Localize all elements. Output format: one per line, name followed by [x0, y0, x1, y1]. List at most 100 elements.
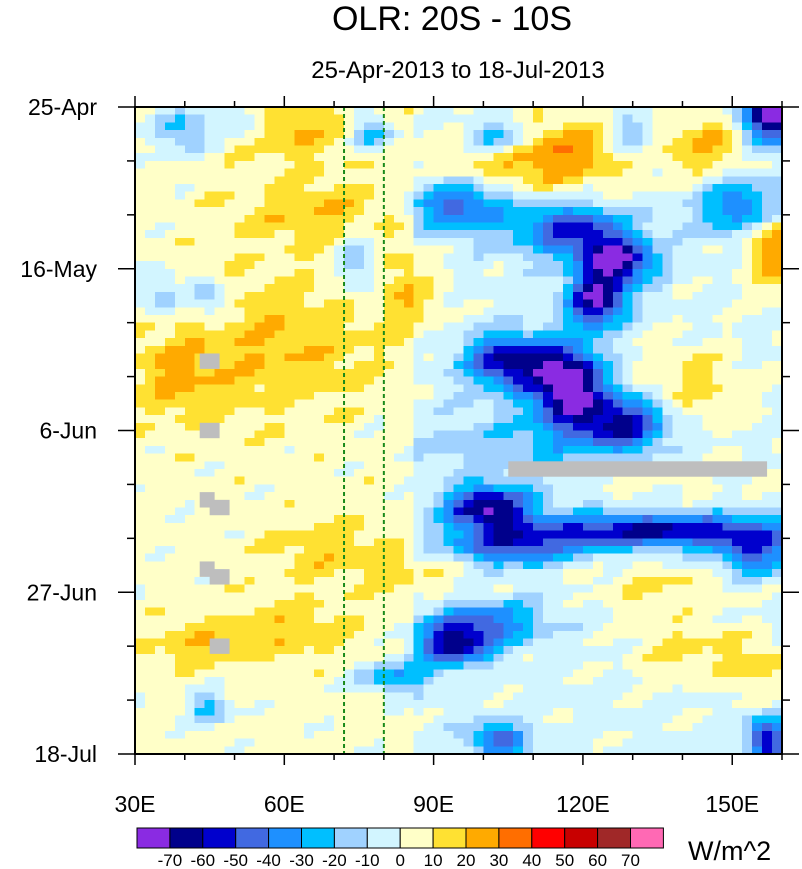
contour-cell [393, 307, 405, 316]
contour-cell [284, 399, 295, 408]
contour-cell [473, 538, 484, 547]
contour-cell [393, 538, 405, 547]
contour-field [135, 107, 783, 755]
contour-cell [174, 399, 186, 408]
contour-cell [433, 553, 445, 562]
contour-cell [254, 415, 265, 424]
contour-cell [314, 199, 325, 208]
contour-cell [493, 600, 504, 609]
contour-cell [423, 276, 435, 285]
contour-cell [523, 538, 534, 547]
contour-cell [164, 160, 176, 170]
contour-cell [174, 384, 186, 393]
contour-cell [523, 515, 534, 524]
contour-cell [533, 430, 544, 439]
contour-cell [294, 445, 305, 455]
contour-cell [672, 392, 684, 401]
contour-cell [145, 184, 156, 193]
contour-cell [344, 422, 355, 432]
contour-cell [184, 245, 196, 254]
contour-cell [473, 507, 484, 516]
contour-cell [533, 137, 544, 147]
contour-cell [413, 338, 425, 347]
contour-cell [135, 237, 146, 247]
contour-cell [354, 191, 365, 200]
contour-cell [582, 445, 594, 455]
contour-cell [174, 607, 186, 616]
contour-cell [234, 368, 246, 378]
contour-cell [582, 207, 594, 216]
contour-cell [722, 484, 733, 493]
contour-cell [652, 145, 664, 154]
contour-cell [145, 322, 156, 331]
contour-cell [344, 245, 355, 254]
contour-cell [145, 430, 156, 439]
contour-cell [443, 361, 455, 370]
contour-cell [135, 184, 146, 193]
contour-cell [344, 268, 355, 278]
contour-cell [224, 261, 236, 270]
contour-cell [612, 399, 624, 408]
contour-cell [543, 284, 554, 293]
contour-cell [334, 376, 345, 385]
contour-cell [523, 345, 534, 355]
contour-cell [732, 422, 743, 432]
contour-cell [582, 638, 594, 647]
contour-cell [692, 368, 703, 378]
contour-cell [204, 137, 216, 147]
contour-cell [135, 399, 146, 408]
contour-cell [642, 114, 654, 123]
contour-cell [194, 253, 206, 262]
contour-cell [135, 353, 146, 362]
contour-cell [135, 630, 146, 640]
contour-cell [284, 438, 295, 447]
contour-cell [413, 623, 425, 632]
contour-cell [304, 445, 315, 455]
contour-cell [543, 114, 554, 123]
contour-cell [642, 160, 654, 170]
contour-cell [334, 176, 345, 185]
contour-cell [154, 276, 166, 285]
contour-cell [344, 669, 355, 678]
contour-cell [383, 114, 395, 123]
contour-cell [513, 122, 524, 131]
contour-cell [722, 184, 733, 193]
contour-cell [164, 661, 176, 670]
contour-cell [254, 222, 265, 231]
contour-cell [642, 368, 654, 378]
contour-cell [722, 299, 733, 308]
contour-cell [722, 607, 733, 616]
contour-cell [702, 299, 713, 308]
contour-cell [682, 646, 694, 655]
contour-cell [632, 214, 644, 224]
contour-cell [224, 137, 236, 147]
contour-cell [413, 584, 425, 593]
contour-cell [672, 592, 684, 601]
contour-cell [423, 353, 435, 362]
contour-cell [742, 399, 753, 408]
contour-cell [622, 669, 634, 678]
contour-cell [662, 615, 674, 624]
contour-cell [493, 407, 504, 416]
contour-cell [334, 453, 345, 462]
contour-cell [304, 677, 315, 686]
contour-cell [752, 607, 763, 616]
contour-cell [324, 615, 335, 624]
contour-cell [344, 107, 355, 116]
contour-cell [503, 438, 514, 447]
contour-cell [194, 245, 206, 254]
contour-cell [204, 307, 216, 316]
contour-cell [483, 253, 494, 262]
contour-cell [672, 453, 684, 462]
contour-cell [602, 330, 614, 339]
contour-cell [513, 376, 524, 385]
contour-cell [523, 261, 534, 270]
contour-cell [334, 507, 345, 516]
contour-cell [344, 291, 355, 301]
contour-cell [354, 453, 365, 462]
contour-cell [762, 122, 773, 131]
contour-cell [234, 122, 246, 131]
contour-cell [622, 207, 634, 216]
contour-cell [154, 222, 166, 231]
contour-cell [772, 361, 783, 370]
